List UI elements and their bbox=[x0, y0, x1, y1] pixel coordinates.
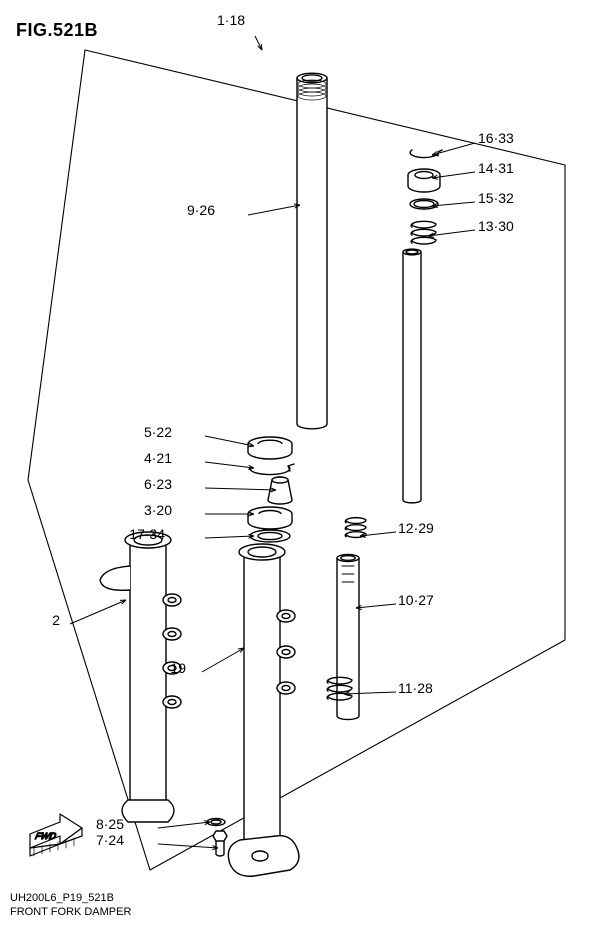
callout-9.26: 9·26 bbox=[175, 202, 215, 218]
svg-text:FWD: FWD bbox=[34, 831, 57, 841]
callout-13.30: 13·30 bbox=[478, 218, 514, 234]
callout-11.28: 11·28 bbox=[398, 680, 433, 696]
callout-2: 2 bbox=[20, 612, 60, 628]
callout-4.21: 4·21 bbox=[132, 450, 172, 466]
figure-title: FIG.521B bbox=[16, 20, 98, 41]
diagram-stage: FIG.521B UH200L6_P19_521B FRONT FORK DAM… bbox=[0, 0, 591, 930]
callout-7.24: 7·24 bbox=[84, 832, 124, 848]
callout-10.27: 10·27 bbox=[398, 592, 434, 608]
callout-15.32: 15·32 bbox=[478, 190, 514, 206]
callout-17.34: 17·34 bbox=[125, 526, 165, 542]
callout-8.25: 8·25 bbox=[84, 816, 124, 832]
callout-19: 19 bbox=[146, 660, 186, 676]
figure-code: UH200L6_P19_521B bbox=[10, 892, 114, 906]
callout-3.20: 3·20 bbox=[132, 502, 172, 518]
callout-1.18: 1·18 bbox=[217, 12, 245, 28]
figure-name: FRONT FORK DAMPER bbox=[10, 906, 131, 920]
callout-14.31: 14·31 bbox=[478, 160, 514, 176]
callout-6.23: 6·23 bbox=[132, 476, 172, 492]
callout-16.33: 16·33 bbox=[478, 130, 514, 146]
callout-12.29: 12·29 bbox=[398, 520, 434, 536]
callout-5.22: 5·22 bbox=[132, 424, 172, 440]
